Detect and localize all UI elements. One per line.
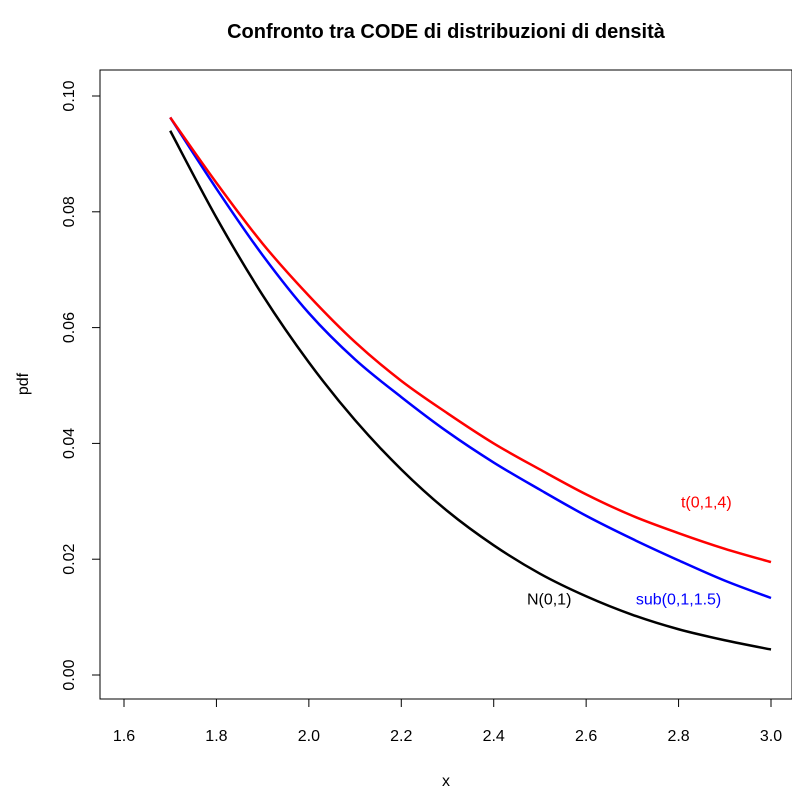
- y-tick-label: 0.02: [61, 544, 78, 575]
- x-tick-label: 3.0: [760, 728, 782, 745]
- series-annotations: t(0,1,4) sub(0,1,1.5) N(0,1): [527, 494, 732, 608]
- x-tick-label: 2.8: [667, 728, 689, 745]
- x-tick-label: 2.6: [575, 728, 597, 745]
- series-line-2: [169, 116, 772, 564]
- y-tick-label: 0.06: [61, 312, 78, 343]
- series-label: N(0,1): [527, 592, 571, 609]
- series-label: sub(0,1,1.5): [636, 592, 721, 609]
- series-line-0: [169, 130, 772, 651]
- y-axis-label: pdf: [15, 372, 32, 395]
- x-tick-label: 2.0: [298, 728, 320, 745]
- x-axis-label: x: [442, 773, 450, 790]
- y-axis: 0.00 0.02 0.04 0.06 0.08 0.10: [61, 80, 101, 691]
- x-tick-label: 2.4: [483, 728, 505, 745]
- series-lines: [169, 116, 772, 651]
- x-tick-label: 1.8: [205, 728, 227, 745]
- series-label: t(0,1,4): [681, 494, 732, 511]
- x-axis: 1.6 1.8 2.0 2.2 2.4 2.6 2.8 3.0: [113, 698, 782, 745]
- y-tick-label: 0.10: [61, 80, 78, 111]
- x-tick-label: 2.2: [390, 728, 412, 745]
- series-line-1: [169, 116, 772, 600]
- y-tick-label: 0.00: [61, 659, 78, 690]
- y-tick-label: 0.04: [61, 428, 78, 459]
- chart-title: Confronto tra CODE di distribuzioni di d…: [227, 21, 666, 43]
- y-tick-label: 0.08: [61, 196, 78, 227]
- x-tick-label: 1.6: [113, 728, 135, 745]
